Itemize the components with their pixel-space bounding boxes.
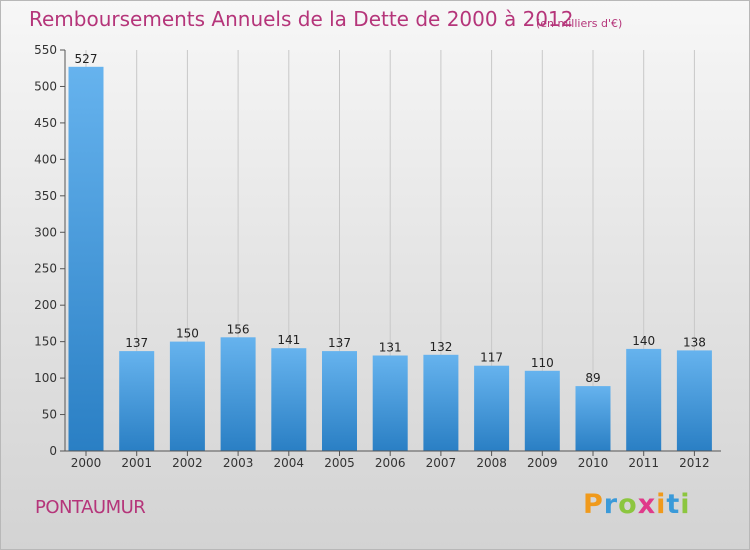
y-tick-label: 50	[42, 408, 57, 422]
x-tick-label-2006: 2006	[375, 456, 406, 470]
logo-letter: o	[618, 489, 638, 520]
value-label-2007: 132	[429, 340, 452, 354]
bar-2011	[626, 348, 662, 451]
value-label-2005: 137	[328, 336, 351, 350]
value-label-2000: 527	[75, 52, 98, 66]
x-tick-label-2010: 2010	[578, 456, 609, 470]
logo-letter: P	[583, 489, 604, 520]
axes	[60, 49, 721, 456]
value-label-2008: 117	[480, 351, 503, 365]
bars	[68, 66, 712, 452]
proxiti-logo[interactable]: Proxiti	[583, 489, 691, 520]
y-tick-label: 200	[34, 298, 57, 312]
chart-title: Remboursements Annuels de la Dette de 20…	[29, 7, 574, 31]
labels: 527 137 150 156 141 137 131 132 117 110 89 140 138 0 5…	[34, 43, 710, 470]
bar-2012	[676, 350, 712, 451]
x-tick-label-2001: 2001	[121, 456, 152, 470]
y-tick-label: 0	[49, 444, 57, 458]
logo-letter: i	[656, 489, 667, 520]
bar-2001	[119, 351, 155, 451]
value-label-2002: 150	[176, 327, 199, 341]
value-label-2009: 110	[531, 356, 554, 370]
x-tick-label-2007: 2007	[426, 456, 457, 470]
bar-2009	[524, 370, 560, 451]
x-tick-label-2012: 2012	[679, 456, 710, 470]
value-label-2004: 141	[277, 333, 300, 347]
bar-2010	[575, 386, 611, 451]
value-label-2011: 140	[632, 334, 655, 348]
y-tick-label: 250	[34, 262, 57, 276]
y-tick-label: 100	[34, 371, 57, 385]
value-label-2003: 156	[227, 322, 250, 336]
x-tick-label-2003: 2003	[223, 456, 254, 470]
y-tick-label: 300	[34, 225, 57, 239]
value-label-2001: 137	[125, 336, 148, 350]
y-tick-label: 450	[34, 116, 57, 130]
bar-2003	[220, 337, 256, 451]
y-tick-label: 550	[34, 43, 57, 57]
chart-unit: (en milliers d'€)	[536, 17, 623, 30]
bar-2008	[474, 365, 510, 451]
y-tick-label: 400	[34, 152, 57, 166]
logo-letter: r	[603, 489, 619, 520]
value-label-2010: 89	[585, 371, 600, 385]
y-tick-label: 500	[34, 80, 57, 94]
x-tick-label-2004: 2004	[274, 456, 305, 470]
x-tick-label-2009: 2009	[527, 456, 558, 470]
value-label-2006: 131	[379, 341, 402, 355]
x-tick-label-2002: 2002	[172, 456, 203, 470]
y-tick-label: 150	[34, 335, 57, 349]
value-label-2012: 138	[683, 335, 706, 349]
bar-2006	[372, 355, 408, 451]
bar-2005	[322, 351, 357, 451]
bar-2004	[271, 348, 307, 451]
x-tick-label-2008: 2008	[476, 456, 507, 470]
bar-2007	[423, 354, 459, 451]
bar-2000	[68, 66, 104, 452]
commune-name: PONTAUMUR	[35, 497, 146, 518]
x-tick-label-2005: 2005	[324, 456, 355, 470]
logo-letter: x	[637, 489, 657, 520]
bar-2002	[169, 341, 205, 451]
logo-letter: i	[680, 489, 691, 520]
y-tick-label: 350	[34, 189, 57, 203]
x-tick-label-2000: 2000	[71, 456, 102, 470]
x-tick-label-2011: 2011	[628, 456, 659, 470]
logo-letter: t	[666, 489, 681, 520]
